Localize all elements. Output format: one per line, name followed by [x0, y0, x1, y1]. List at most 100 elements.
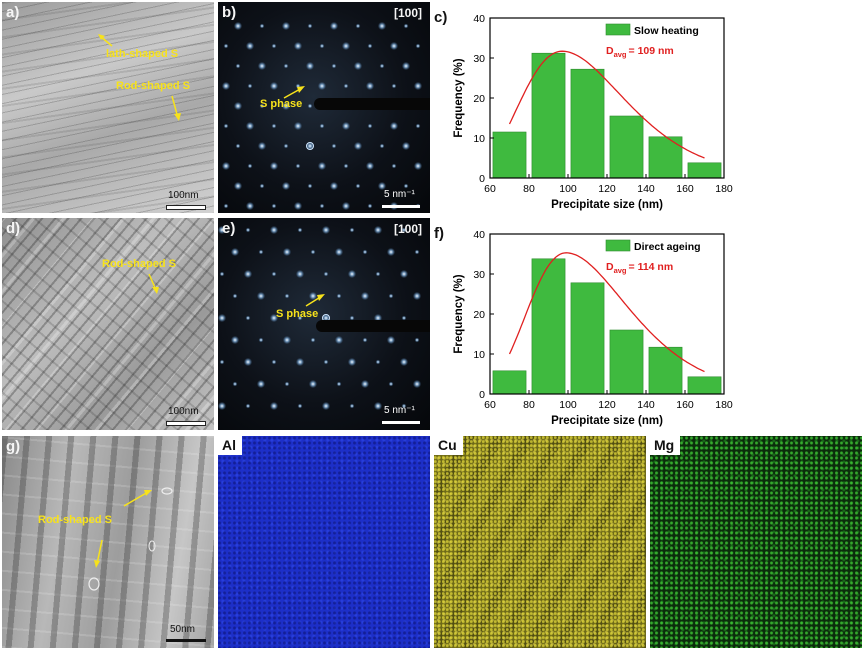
x-tick-label: 140	[637, 183, 655, 195]
diffraction-spot	[319, 123, 325, 129]
diffraction-spot	[349, 315, 355, 321]
diffraction-spot	[367, 43, 373, 49]
transmitted-beam	[306, 142, 314, 150]
diffraction-spot	[282, 335, 292, 345]
y-tick-label: 40	[473, 229, 485, 241]
diffraction-spot	[295, 163, 301, 169]
scalebar-label: 100nm	[168, 406, 199, 417]
eds-map-mg: Mg	[650, 436, 862, 648]
davg-annotation: Davg = 114 nm	[606, 261, 673, 275]
diffraction-spot	[284, 381, 290, 387]
diffraction-spot	[282, 247, 292, 257]
beam-stop	[314, 98, 430, 110]
diffraction-spot	[386, 335, 396, 345]
diffraction-spot	[415, 123, 421, 129]
diffraction-spot	[341, 201, 351, 211]
y-tick-label: 20	[473, 93, 485, 105]
histogram-bar	[648, 346, 683, 395]
diffraction-spot	[269, 81, 279, 91]
diffraction-spot	[281, 101, 291, 111]
panel-label-g: g)	[6, 438, 21, 455]
diffraction-spots	[218, 225, 422, 411]
diffraction-spot	[235, 143, 241, 149]
histogram-bar	[609, 115, 644, 179]
x-axis-label: Precipitate size (nm)	[551, 199, 663, 211]
diffraction-spot	[353, 61, 363, 71]
histogram-bar	[570, 68, 605, 179]
y-tick-label: 0	[479, 173, 485, 185]
haadf-image: g) Rod-shaped S 50nm	[2, 436, 214, 648]
diffraction-spot	[362, 337, 368, 343]
diffraction-spot	[245, 227, 251, 233]
annotation-arrow	[148, 273, 159, 294]
diffraction-spot	[367, 123, 373, 129]
diffraction-spot	[401, 227, 407, 233]
x-tick-label: 140	[637, 399, 655, 411]
diffraction-spot	[223, 123, 229, 129]
panel-label-a: a)	[6, 4, 20, 21]
panel-label-e: e)	[222, 220, 236, 237]
diffraction-spot	[284, 293, 290, 299]
diffraction-spot	[347, 357, 357, 367]
histogram-bar	[609, 329, 644, 395]
zone-axis-label: [100]	[393, 222, 422, 236]
diffraction-spot	[362, 249, 368, 255]
diffraction-spot	[343, 163, 349, 169]
diffraction-spot	[336, 293, 342, 299]
diffraction-spot	[305, 141, 315, 151]
diffraction-spot	[235, 63, 241, 69]
scalebar	[166, 421, 206, 426]
fit-curve	[508, 252, 705, 373]
histogram-bar	[687, 376, 722, 395]
diffraction-spot	[269, 401, 279, 411]
x-tick-label: 160	[676, 399, 694, 411]
annotation-arrow	[283, 86, 305, 99]
diffraction-spot	[360, 291, 370, 301]
x-tick-label: 100	[559, 183, 577, 195]
diffraction-spot	[401, 403, 407, 409]
saed-pattern-slow-heating: b) [100] S phase 5 nm⁻¹	[218, 2, 430, 213]
diffraction-spot	[343, 83, 349, 89]
diffraction-spot	[365, 81, 375, 91]
diffraction-spot	[258, 337, 264, 343]
histogram-direct-ageing: 60 80 100 120 140 160 180 0 10 20 30 40 Precipitate …	[432, 216, 864, 432]
davg-annotation: Davg = 109 nm	[606, 45, 674, 59]
y-tick-label: 10	[473, 133, 485, 145]
annotation-s-phase: S phase	[260, 98, 303, 110]
diffraction-spot	[331, 63, 337, 69]
histogram-slow-heating: 60 80 100 120 140 160 180 0 10 20 30 40 Precipitate …	[432, 0, 864, 214]
diffraction-spot	[319, 43, 325, 49]
diffraction-spot	[375, 271, 381, 277]
diffraction-spot	[317, 161, 327, 171]
diffraction-spot	[377, 21, 387, 31]
panel-label: c)	[434, 9, 447, 26]
y-tick-label: 30	[473, 269, 485, 281]
scalebar-label: 50nm	[170, 624, 196, 635]
diffraction-spot	[379, 63, 385, 69]
element-label-al: Al	[218, 436, 242, 455]
diffraction-spot	[353, 141, 363, 151]
annotation-s-phase: S phase	[276, 308, 319, 320]
diffraction-spot	[221, 161, 231, 171]
diffraction-spot	[414, 249, 420, 255]
diffraction-spot	[233, 181, 243, 191]
diffraction-spot	[355, 23, 361, 29]
diffraction-spot	[414, 337, 420, 343]
diffraction-spot	[243, 357, 253, 367]
diffraction-spot	[341, 41, 351, 51]
tem-image-slow-heating: a) lath-shaped S Rod-shaped S 100nm	[2, 2, 214, 213]
diffraction-spot	[245, 41, 255, 51]
x-axis-label: Precipitate size (nm)	[551, 415, 663, 427]
scalebar-label: 5 nm⁻¹	[384, 189, 415, 200]
diffraction-spot	[281, 181, 291, 191]
diffraction-spot	[245, 315, 251, 321]
diffraction-spot	[293, 41, 303, 51]
diffraction-spot	[334, 335, 344, 345]
beam-stop	[316, 320, 430, 332]
diffraction-spot	[375, 359, 381, 365]
zone-axis-label: [100]	[393, 6, 422, 20]
scalebar	[382, 205, 420, 208]
histogram-bar	[531, 258, 566, 395]
diffraction-spot	[329, 21, 339, 31]
diffraction-spot	[323, 271, 329, 277]
